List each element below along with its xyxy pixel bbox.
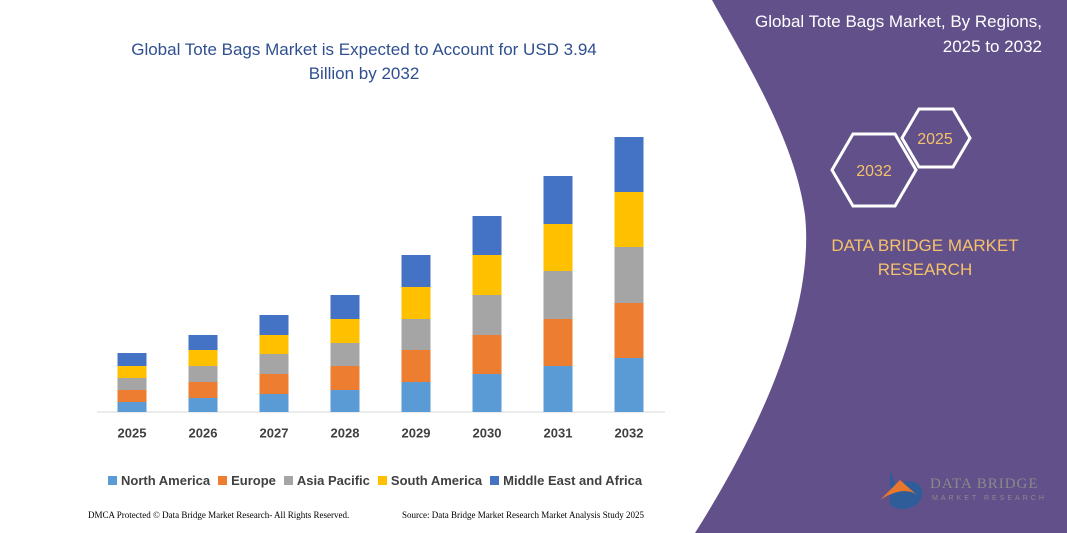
bar-segment <box>472 374 502 412</box>
legend-swatch <box>377 476 387 485</box>
legend-item: North America <box>108 473 210 488</box>
bar-segment <box>614 192 644 247</box>
hexagon-label: 2025 <box>917 131 953 148</box>
bar-segment <box>543 366 573 412</box>
legend-label: Europe <box>231 473 276 488</box>
bar-segment <box>117 402 147 412</box>
bar-segment <box>330 366 360 390</box>
legend: North America Europe Asia Pacific South Ame… <box>108 473 642 488</box>
legend-item: South America <box>377 473 483 488</box>
bar-segment <box>330 319 360 343</box>
x-tick-label: 2029 <box>402 425 431 440</box>
bar-segment <box>188 382 218 398</box>
x-tick-label: 2027 <box>260 425 289 440</box>
bar-segment <box>188 335 218 350</box>
bar-segment <box>117 353 147 366</box>
bar-segment <box>401 255 431 287</box>
logo-tagline: MARKET RESEARCH <box>932 495 1047 502</box>
bar-segment <box>472 216 502 255</box>
x-tick-label: 2026 <box>189 425 218 440</box>
bar-segment <box>117 378 147 390</box>
bar-segment <box>614 247 644 303</box>
legend-swatch <box>218 476 228 485</box>
bar-segment <box>401 382 431 412</box>
logo-icon <box>880 480 918 500</box>
bar-segment <box>188 350 218 366</box>
bar-segment <box>259 354 289 374</box>
bar-segment <box>614 303 644 358</box>
hexagon <box>900 107 972 169</box>
x-tick-label: 2030 <box>473 425 502 440</box>
bar-segment <box>401 287 431 319</box>
bar-segment <box>472 335 502 374</box>
bar-segment <box>330 390 360 412</box>
bar-segment <box>614 137 644 192</box>
bar-segment <box>472 295 502 335</box>
bar-segment <box>472 255 502 295</box>
x-tick-label: 2025 <box>118 425 147 440</box>
legend-label: South America <box>390 473 483 488</box>
hexagon <box>830 132 918 208</box>
bar-segment <box>543 319 573 366</box>
legend-swatch <box>490 476 500 485</box>
x-tick-label: 2028 <box>331 425 360 440</box>
legend-swatch <box>283 476 293 485</box>
chart-title: Global Tote Bags Market is Expected to A… <box>131 40 597 83</box>
bar-segment <box>330 295 360 319</box>
bar-segment <box>259 394 289 412</box>
legend-item: Asia Pacific <box>283 473 370 488</box>
bar-segment <box>188 398 218 412</box>
brand: DATA BRIDGE MARKET RESEARCH <box>831 236 1019 279</box>
bar-segment <box>188 366 218 382</box>
source: Source: Data Bridge Market Research Mark… <box>402 510 644 520</box>
bar-segment <box>401 350 431 382</box>
bar-segment <box>330 343 360 366</box>
legend-label: Middle East and Africa <box>503 473 643 488</box>
x-tick-label: 2031 <box>544 425 573 440</box>
bar-segment <box>543 224 573 271</box>
side-panel <box>695 0 1067 533</box>
legend-label: North America <box>121 473 211 488</box>
logo-name: DATA BRIDGE <box>930 476 1039 492</box>
copyright: DMCA Protected © Data Bridge Market Rese… <box>88 510 350 520</box>
x-tick-label: 2032 <box>615 425 644 440</box>
legend-label: Asia Pacific <box>296 473 370 488</box>
bar-segment <box>259 374 289 394</box>
bar-segment <box>117 390 147 402</box>
legend-swatch <box>108 476 117 485</box>
legend-item: Europe <box>218 473 276 488</box>
bar-segment <box>117 366 147 378</box>
bar-segment <box>259 335 289 354</box>
bar-segment <box>259 315 289 335</box>
bar-segment <box>543 176 573 224</box>
bar-segment <box>614 358 644 412</box>
bar-segment <box>401 319 431 350</box>
bar-segment <box>543 271 573 319</box>
legend-item: Middle East and Africa <box>490 473 642 488</box>
hexagon-label: 2032 <box>856 163 892 180</box>
panel-title: Global Tote Bags Market, By Regions, 202… <box>755 12 1042 56</box>
